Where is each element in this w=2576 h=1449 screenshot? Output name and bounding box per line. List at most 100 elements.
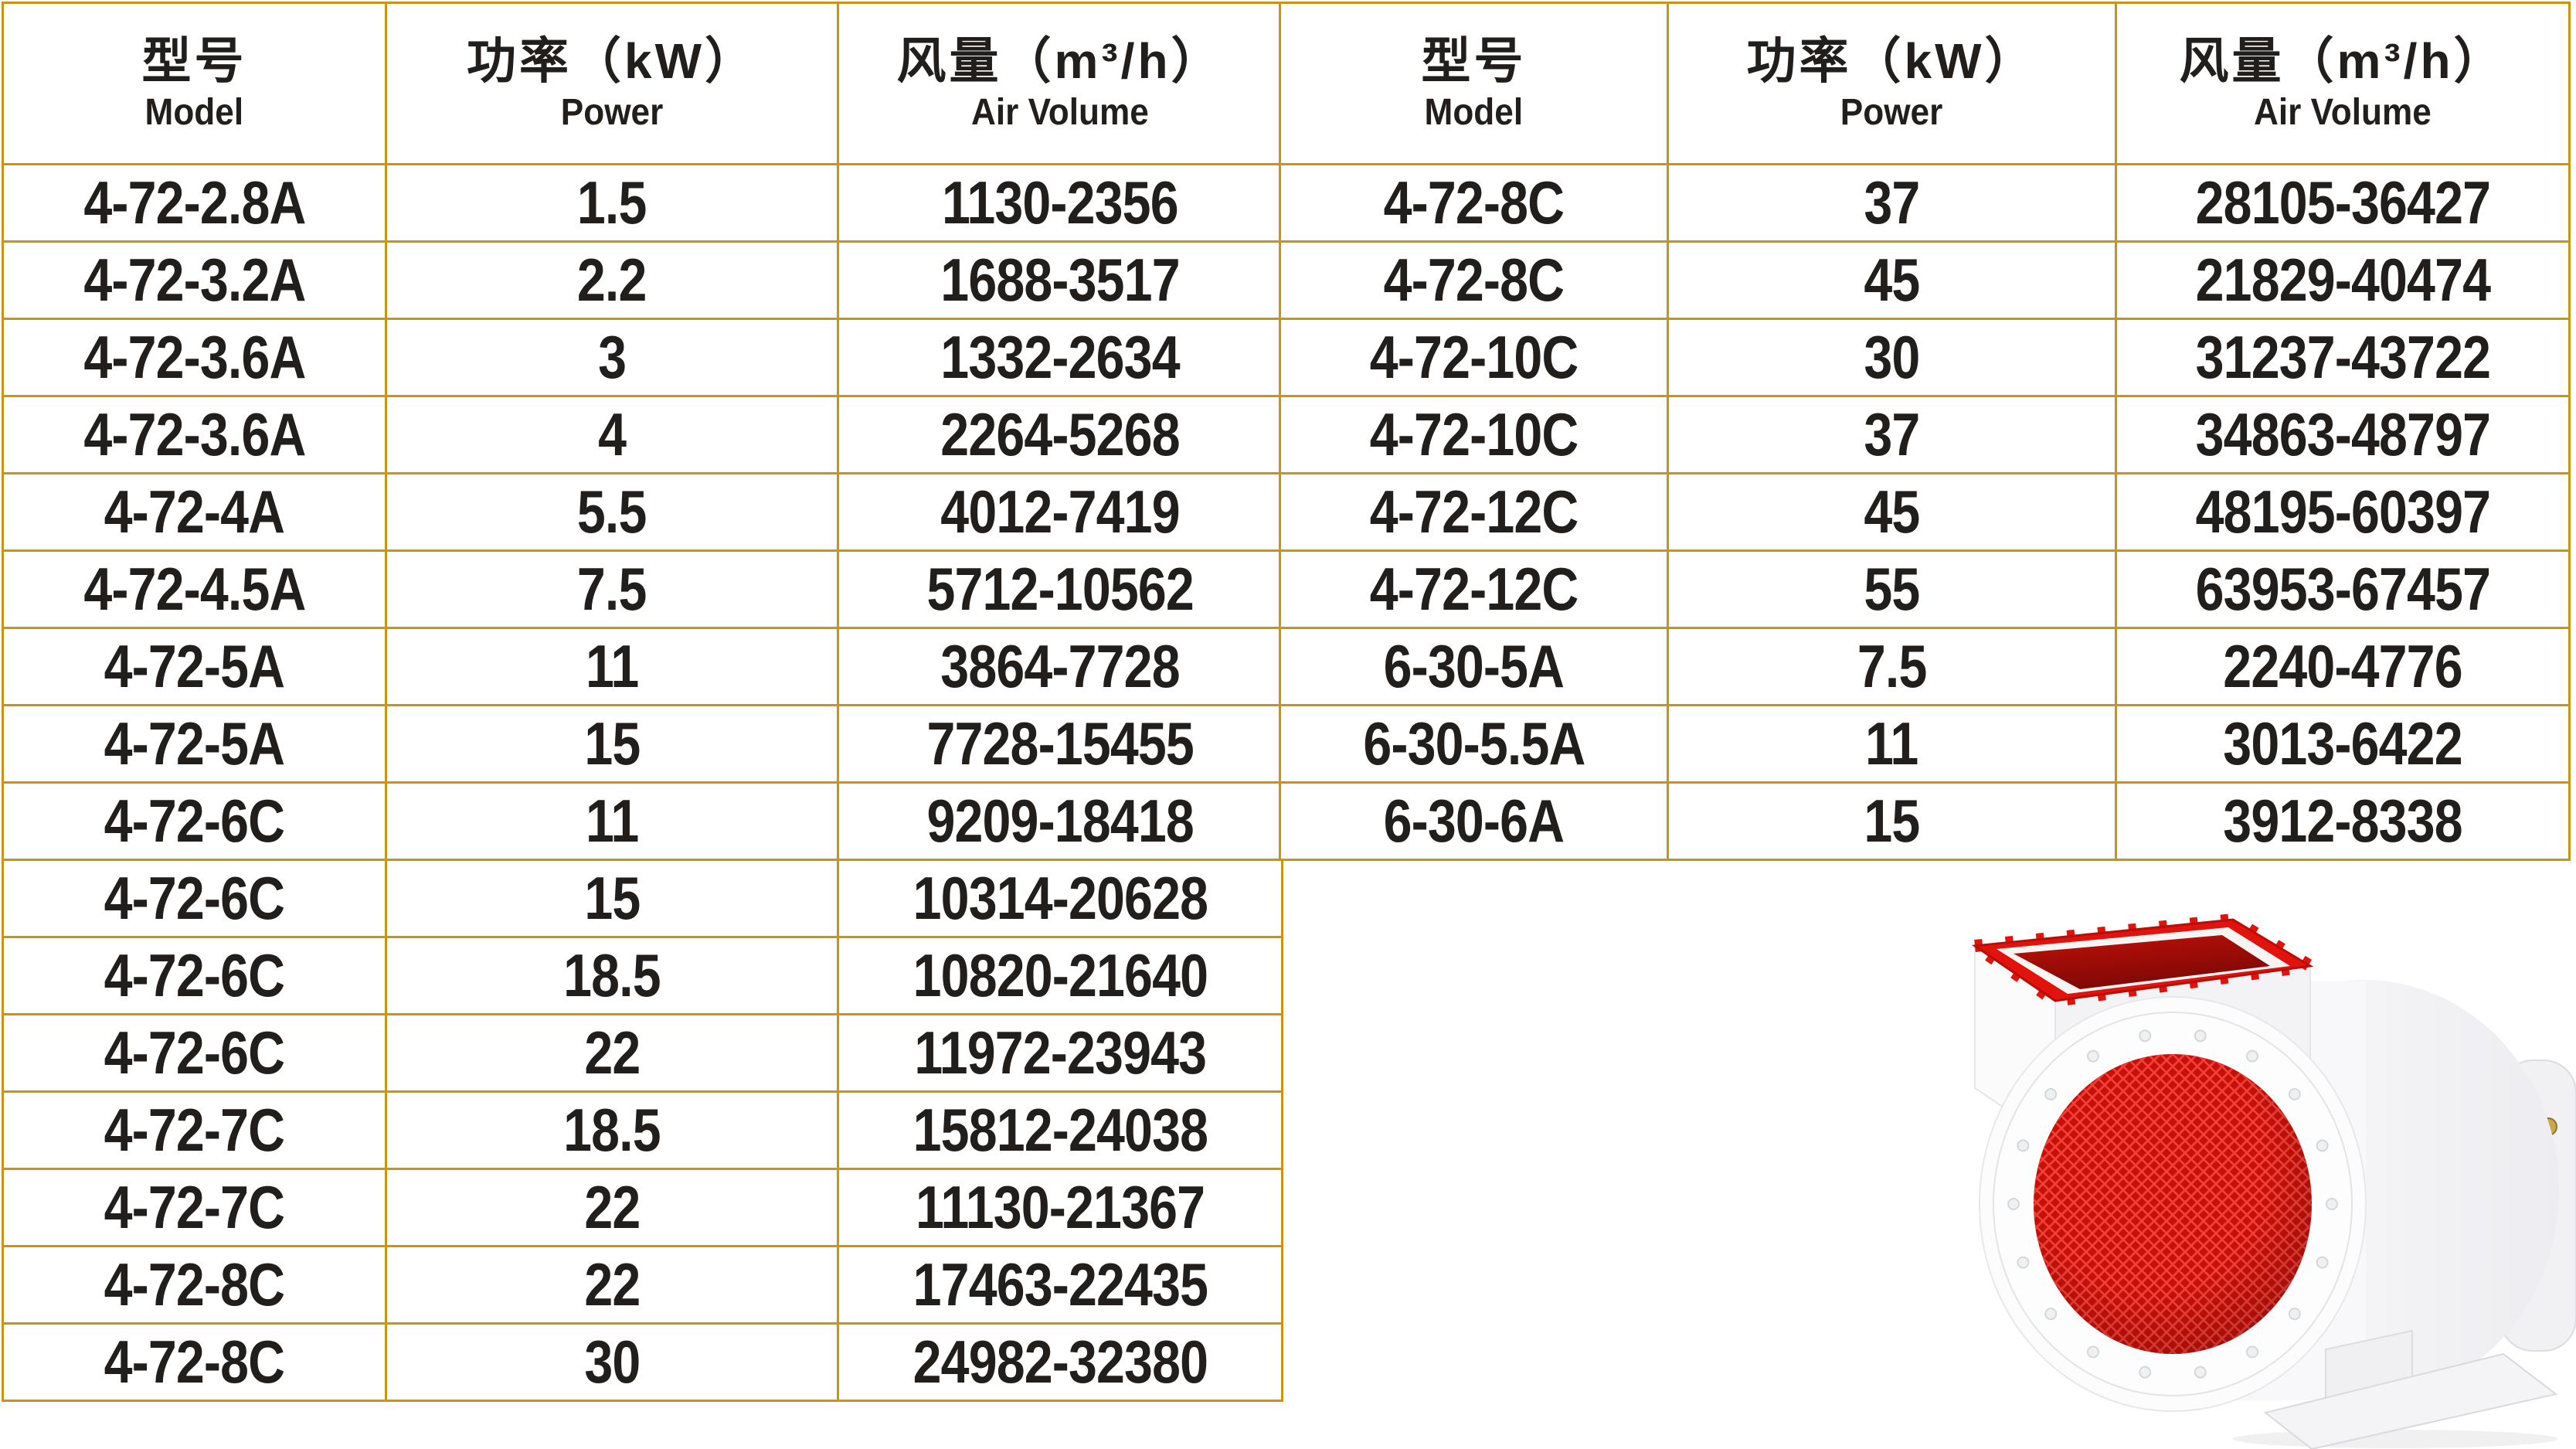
- cell-model-value: 4-72-3.2A: [83, 246, 306, 314]
- ring-bolt: [2288, 1087, 2301, 1100]
- cell-power-value: 15: [1864, 787, 1920, 855]
- cell-air: 5712-10562: [837, 549, 1283, 629]
- table-row: 4-72-8C 45 21829-40474: [1279, 240, 2571, 320]
- cell-air: 10314-20628: [837, 859, 1283, 938]
- table-row: 4-72-12C 45 48195-60397: [1279, 472, 2571, 552]
- cell-model-value: 4-72-12C: [1369, 555, 1579, 623]
- cell-model-value: 4-72-4A: [104, 478, 285, 546]
- spec-table-right: 型号 Model 功率（kW） Power 风量（m³/h） Air Volum…: [1279, 2, 2571, 861]
- cell-power-value: 4: [597, 400, 627, 468]
- header-power-cn: 功率（kW）: [467, 32, 757, 89]
- cell-power-value: 7.5: [577, 555, 647, 623]
- fan-base: [2233, 1329, 2558, 1449]
- cell-model-value: 4-72-3.6A: [83, 323, 306, 391]
- cell-power-value: 1.5: [577, 168, 647, 236]
- cell-air-value: 7728-15455: [926, 709, 1194, 777]
- cell-air: 28105-36427: [2115, 163, 2571, 243]
- table-row: 4-72-4A 5.5 4012-7419: [2, 472, 1283, 552]
- cell-air-value: 1130-2356: [942, 168, 1179, 236]
- cell-air: 1332-2634: [837, 318, 1283, 397]
- header-row: 型号 Model 功率（kW） Power 风量（m³/h） Air Volum…: [2, 2, 1283, 165]
- cell-air-value: 3864-7728: [940, 632, 1180, 700]
- cell-model: 4-72-6C: [2, 936, 387, 1015]
- cell-air: 21829-40474: [2115, 240, 2571, 320]
- cell-power: 15: [385, 704, 839, 784]
- cell-air: 1688-3517: [837, 240, 1283, 320]
- header-model-en: Model: [144, 92, 244, 134]
- cell-model: 4-72-2.8A: [2, 163, 387, 243]
- cell-air-value: 15812-24038: [912, 1096, 1208, 1164]
- ring-bolt: [2017, 1139, 2030, 1152]
- cell-air: 24982-32380: [837, 1322, 1283, 1402]
- cell-power: 37: [1667, 163, 2117, 243]
- table-row: 4-72-10C 30 31237-43722: [1279, 318, 2571, 397]
- cell-model-value: 4-72-6C: [104, 1019, 285, 1087]
- cell-model: 4-72-6C: [2, 859, 387, 938]
- cell-power: 11: [1667, 704, 2117, 784]
- cell-air: 3013-6422: [2115, 704, 2571, 784]
- cell-power-value: 22: [583, 1019, 641, 1087]
- cell-power: 22: [385, 1168, 839, 1247]
- cell-air: 7728-15455: [837, 704, 1283, 784]
- cell-model: 4-72-12C: [1279, 549, 1669, 629]
- cell-model: 4-72-7C: [2, 1090, 387, 1170]
- cell-power: 5.5: [385, 472, 839, 552]
- cell-air: 34863-48797: [2115, 395, 2571, 474]
- header-air-en: Air Volume: [971, 92, 1149, 134]
- cell-power-value: 37: [1864, 168, 1920, 236]
- table-row: 4-72-4.5A 7.5 5712-10562: [2, 549, 1283, 629]
- cell-model-value: 4-72-5A: [104, 709, 285, 777]
- cell-air: 2240-4776: [2115, 627, 2571, 706]
- cell-power: 11: [385, 627, 839, 706]
- cell-model: 4-72-5A: [2, 704, 387, 784]
- cell-air: 63953-67457: [2115, 549, 2571, 629]
- table-row: 4-72-3.6A 4 2264-5268: [2, 395, 1283, 474]
- cell-model-value: 4-72-8C: [104, 1328, 285, 1396]
- header-air-cn: 风量（m³/h）: [896, 32, 1224, 89]
- cell-air-value: 1332-2634: [940, 323, 1180, 391]
- cell-model-value: 6-30-6A: [1383, 787, 1565, 855]
- cell-model: 6-30-5A: [1279, 627, 1669, 706]
- cell-model-value: 4-72-6C: [104, 941, 285, 1009]
- header-air-volume: 风量（m³/h） Air Volume: [837, 2, 1283, 165]
- cell-power: 30: [385, 1322, 839, 1402]
- table-row: 4-72-6C 18.5 10820-21640: [2, 936, 1283, 1015]
- cell-power: 45: [1667, 472, 2117, 552]
- cell-air: 1130-2356: [837, 163, 1283, 243]
- cell-air-value: 34863-48797: [2195, 400, 2490, 468]
- header-air-cn: 风量（m³/h）: [2179, 32, 2506, 89]
- cell-air: 3912-8338: [2115, 781, 2571, 861]
- cell-model: 4-72-6C: [2, 1013, 387, 1093]
- cell-model-value: 4-72-6C: [104, 864, 285, 932]
- cell-air: 17463-22435: [837, 1245, 1283, 1325]
- cell-power: 37: [1667, 395, 2117, 474]
- ring-bolt: [2326, 1198, 2338, 1210]
- cell-air-value: 28105-36427: [2195, 168, 2490, 236]
- cell-power: 1.5: [385, 163, 839, 243]
- ring-bolt: [2017, 1256, 2030, 1269]
- cell-power-value: 18.5: [563, 941, 661, 1009]
- cell-model-value: 4-72-6C: [104, 787, 285, 855]
- cell-air: 48195-60397: [2115, 472, 2571, 552]
- cell-air-value: 48195-60397: [2195, 478, 2490, 546]
- cell-air: 15812-24038: [837, 1090, 1283, 1170]
- cell-air-value: 3013-6422: [2223, 709, 2462, 777]
- fan-illustration: [1963, 913, 2576, 1449]
- header-air-volume: 风量（m³/h） Air Volume: [2115, 2, 2571, 165]
- left-table-body: 4-72-2.8A 1.5 1130-2356 4-72-3.2A 2.2 1688-35…: [2, 163, 1283, 1402]
- cell-power-value: 7.5: [1857, 632, 1927, 700]
- cell-air-value: 3912-8338: [2223, 787, 2462, 855]
- cell-air-value: 63953-67457: [2195, 555, 2490, 623]
- cell-power-value: 3: [597, 323, 627, 391]
- cell-power-value: 37: [1864, 400, 1920, 468]
- cell-power-value: 55: [1864, 555, 1920, 623]
- cell-power: 7.5: [1667, 627, 2117, 706]
- table-row: 6-30-5A 7.5 2240-4776: [1279, 627, 2571, 706]
- cell-air-value: 10820-21640: [912, 941, 1208, 1009]
- cell-air: 31237-43722: [2115, 318, 2571, 397]
- cell-model-value: 4-72-8C: [104, 1250, 285, 1318]
- table-row: 4-72-10C 37 34863-48797: [1279, 395, 2571, 474]
- table-row: 6-30-5.5A 11 3013-6422: [1279, 704, 2571, 784]
- header-model-cn: 型号: [1421, 32, 1527, 89]
- cell-power: 55: [1667, 549, 2117, 629]
